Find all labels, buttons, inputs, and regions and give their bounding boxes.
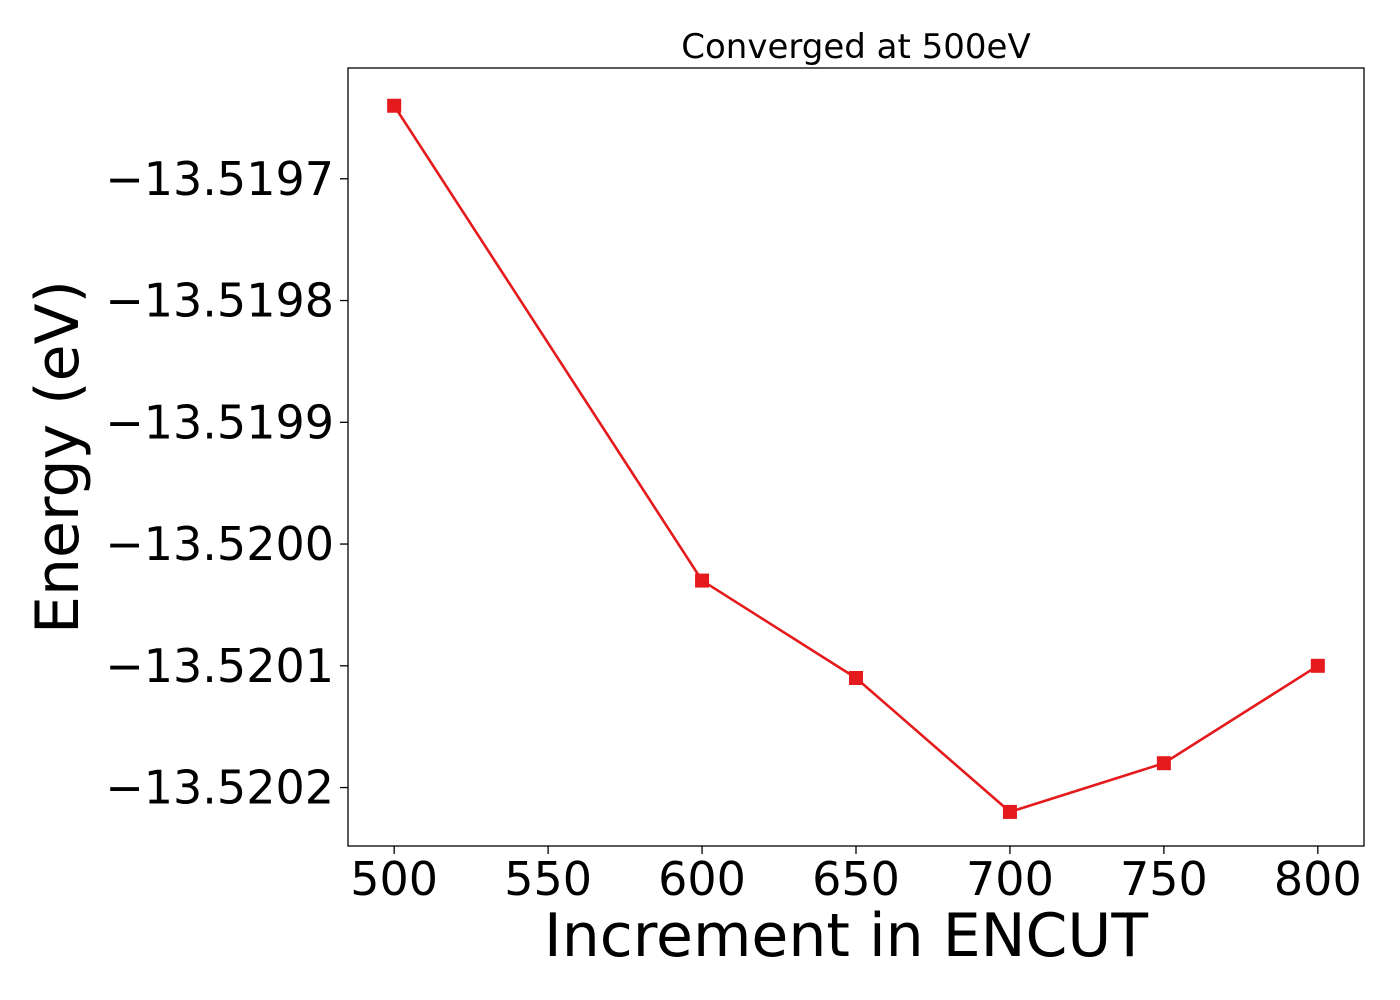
x-axis-label: Increment in ENCUT: [544, 901, 1148, 971]
x-axis: 500 550 600 650 700 750 800: [350, 846, 1362, 906]
data-point-marker: [695, 573, 710, 588]
y-tick-label: −13.5198: [105, 274, 334, 328]
x-tick-label: 800: [1274, 852, 1362, 906]
x-tick-label: 750: [1120, 852, 1208, 906]
data-point-marker: [1310, 658, 1325, 673]
x-tick-label: 550: [504, 852, 592, 906]
y-tick-label: −13.5202: [105, 761, 334, 815]
data-point-marker: [1156, 756, 1171, 771]
y-axis-label: Energy (eV): [23, 280, 93, 634]
y-tick-label: −13.5200: [105, 517, 334, 571]
y-tick-label: −13.5201: [105, 639, 334, 693]
data-point-marker: [387, 98, 402, 113]
y-tick-label: −13.5199: [105, 395, 334, 449]
plot-frame: [347, 67, 1365, 847]
y-tick-label: −13.5197: [105, 152, 334, 206]
data-point-marker: [849, 670, 863, 685]
chart-title: Converged at 500eV: [681, 27, 1030, 67]
data-point-marker: [1002, 804, 1017, 819]
x-tick-label: 500: [350, 852, 438, 906]
series-line: [393, 105, 1319, 814]
x-tick-label: 600: [658, 852, 746, 906]
y-axis: −13.5197 −13.5198 −13.5199 −13.5200 −13.5201…: [105, 152, 348, 815]
x-tick-label: 650: [812, 852, 900, 906]
series-layer: [387, 98, 1325, 819]
x-tick-label: 700: [966, 852, 1054, 906]
